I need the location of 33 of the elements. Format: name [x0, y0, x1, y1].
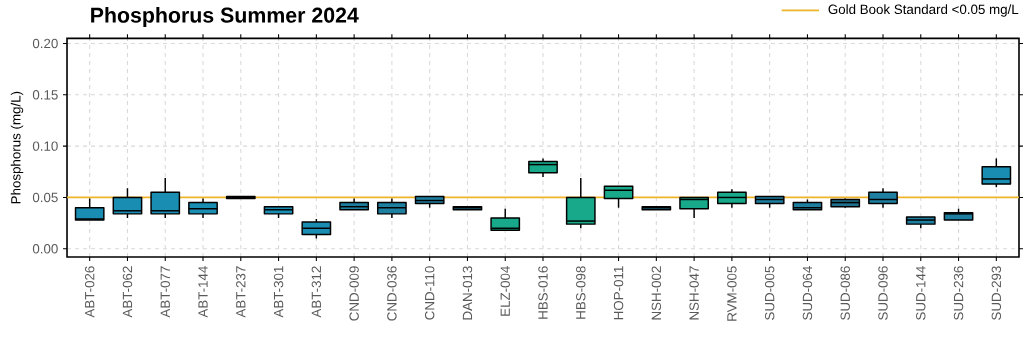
x-tick-label: SUD-064 — [802, 266, 813, 320]
chart-title: Phosphorus Summer 2024 — [91, 7, 359, 27]
x-tick-label: SUD-086 — [840, 266, 850, 320]
x-tick-label: ABT-301 — [273, 266, 284, 318]
x-tick-label: CND-110 — [424, 266, 435, 320]
x-tick-label: ELZ-004 — [500, 266, 510, 316]
x-tick-label: SUD-096 — [878, 266, 888, 320]
x-tick-label: CND-036 — [387, 266, 397, 321]
y-tick-label: 0.15 — [32, 90, 58, 100]
y-tick-label: 0.10 — [32, 141, 58, 151]
x-tick-label: ABT-144 — [198, 266, 208, 318]
x-tick-label: HOP-011 — [613, 266, 624, 320]
x-tick-label: CND-009 — [349, 266, 359, 321]
y-tick-label: 0.05 — [32, 192, 58, 203]
x-tick-label: NSH-047 — [689, 266, 699, 320]
x-tick-label: ABT-312 — [311, 266, 322, 318]
x-tick-label: SUD-236 — [953, 266, 964, 320]
y-tick-label: 0.00 — [32, 244, 58, 254]
y-axis-title: Phosphorus (mg/L) — [10, 91, 24, 204]
x-tick-label: ABT-062 — [122, 266, 133, 318]
x-tick-label: HBS-016 — [538, 266, 548, 319]
x-tick-label: DAN-013 — [462, 266, 473, 320]
x-tick-label: SUD-293 — [991, 266, 1002, 320]
legend-label: Gold Book Standard <0.05 mg/L — [828, 4, 1019, 17]
x-tick-label: ABT-077 — [160, 266, 170, 318]
x-tick-label: NSH-002 — [651, 266, 662, 320]
x-tick-label: HBS-098 — [576, 266, 586, 319]
x-tick-label: SUD-144 — [916, 266, 926, 320]
x-tick-label: SUD-005 — [764, 266, 775, 320]
x-tick-label: ABT-237 — [236, 266, 246, 318]
x-tick-label: RVM-005 — [727, 266, 737, 321]
x-tick-label: ABT-026 — [84, 266, 95, 318]
y-tick-label: 0.20 — [32, 38, 58, 49]
